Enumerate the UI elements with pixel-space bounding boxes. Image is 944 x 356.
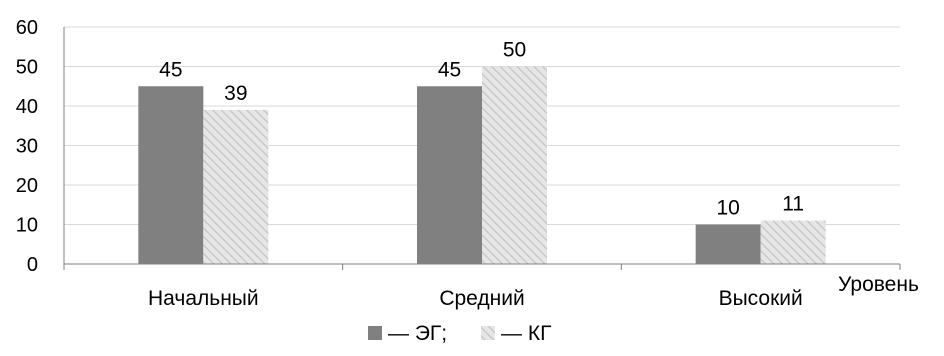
legend-swatch	[368, 326, 382, 340]
x-axis-title: Уровень	[838, 273, 919, 296]
y-tick-label: 10	[16, 215, 38, 237]
bar	[760, 220, 826, 264]
bars	[138, 66, 826, 264]
x-tick-label: Средний	[439, 287, 524, 310]
bar	[203, 109, 269, 264]
data-label: 11	[782, 193, 804, 216]
y-tick-label: 30	[16, 136, 38, 158]
legend-swatch	[481, 326, 495, 340]
data-label: 50	[503, 39, 526, 62]
y-tick-label: 40	[16, 96, 38, 118]
x-tick-label: Высокий	[719, 287, 803, 310]
data-labels: 45 39 45 50 10 11	[159, 39, 804, 220]
legend-label: — КГ	[501, 322, 551, 345]
data-label: 39	[224, 82, 247, 105]
x-tick-label: Начальный	[148, 287, 259, 310]
y-tick-label: 50	[16, 57, 38, 79]
bar	[695, 224, 761, 264]
bar	[482, 66, 547, 264]
data-label: 45	[159, 58, 182, 81]
y-tick-label: 20	[16, 175, 38, 197]
data-label: 10	[716, 197, 739, 220]
bar	[417, 86, 482, 264]
axes: 0 10 20 30 40 50 60 Начальный Средний Высокий Уров…	[16, 17, 919, 310]
bar	[138, 86, 204, 264]
legend-label: — ЭГ;	[388, 322, 447, 345]
legend: — ЭГ; — КГ	[368, 322, 551, 345]
y-tick-label: 60	[16, 17, 38, 39]
y-tick-label: 0	[27, 254, 38, 276]
data-label: 45	[438, 58, 461, 81]
